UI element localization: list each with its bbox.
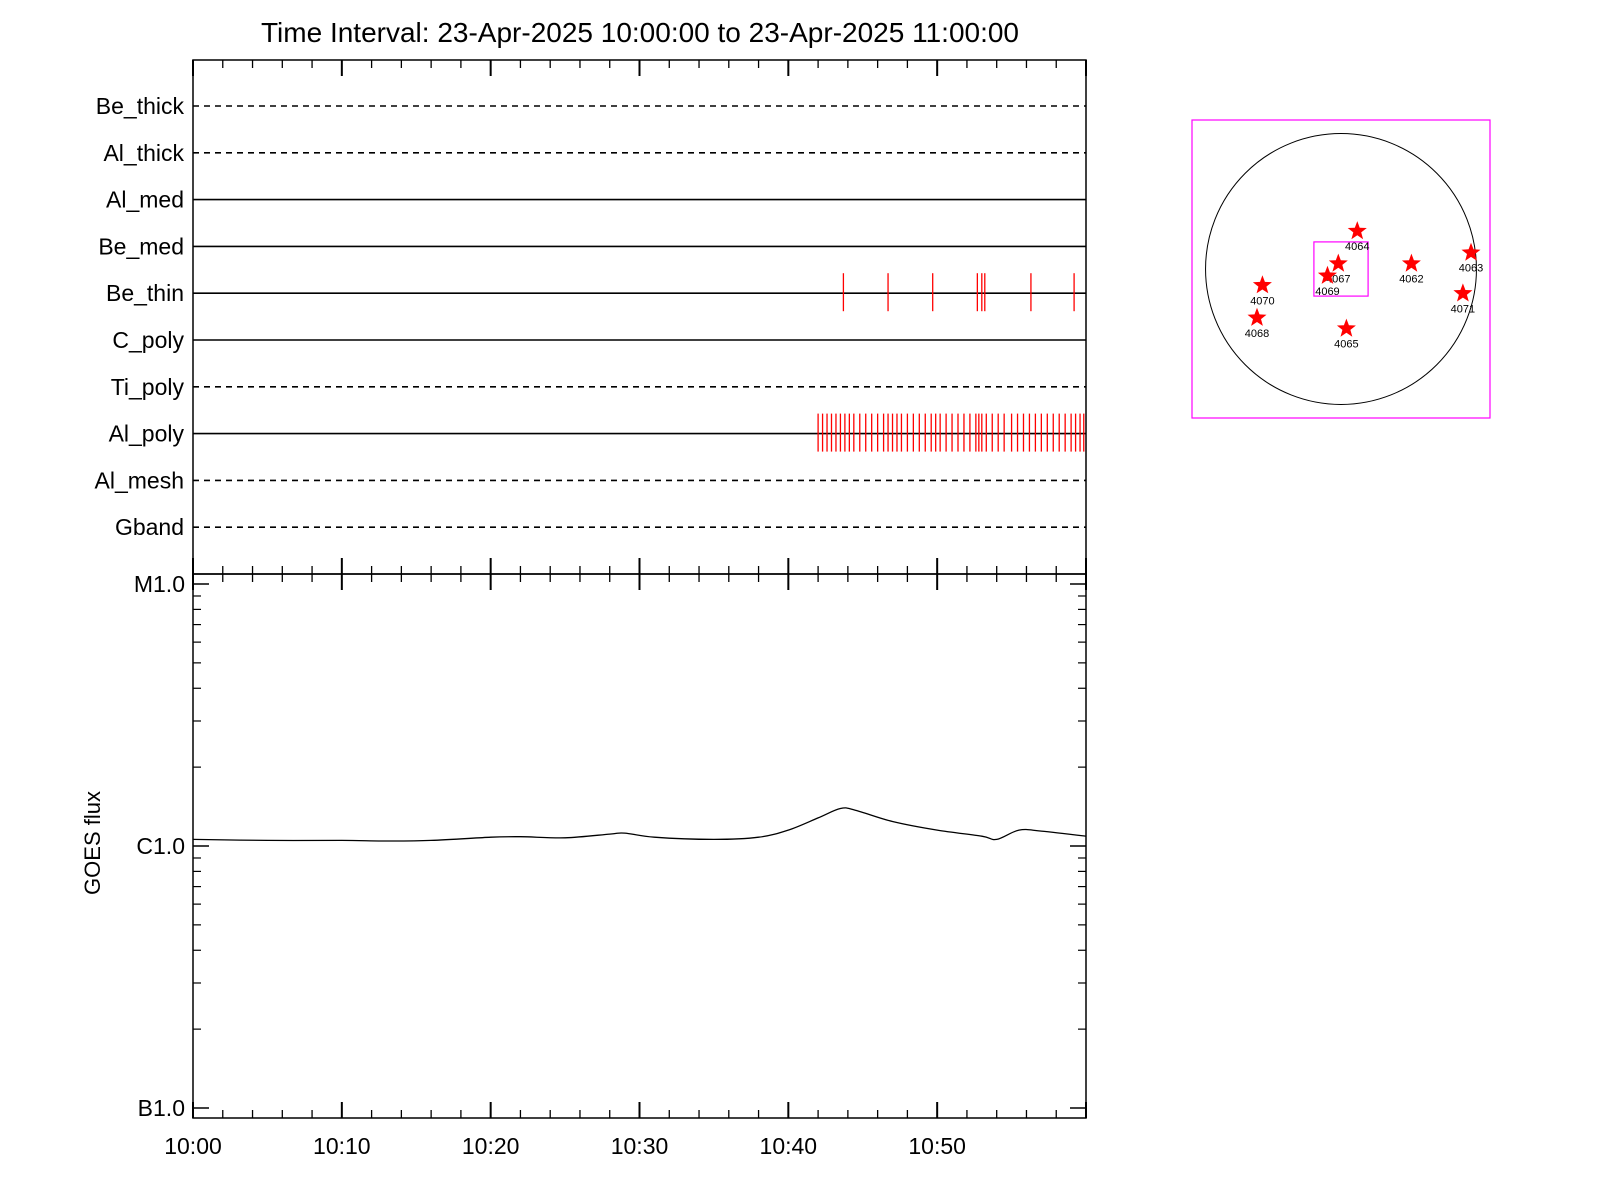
active-region-star (1247, 307, 1267, 326)
goes-panel (192, 573, 1087, 1119)
active-region-star (1453, 283, 1473, 302)
active-region-label: 4069 (1315, 286, 1339, 298)
goes-y-tick-label: M1.0 (134, 571, 185, 597)
x-tick-label: 10:40 (760, 1133, 818, 1159)
x-tick-label: 10:30 (611, 1133, 669, 1159)
x-tick-label: 10:00 (164, 1133, 222, 1159)
goes-frame (192, 573, 1087, 1119)
timeline-row-label: Al_poly (109, 421, 185, 447)
goes-y-tick-label: C1.0 (136, 833, 185, 859)
timeline-row-label: Gband (115, 514, 184, 540)
active-region-label: 4063 (1459, 263, 1483, 275)
timeline-rows: Be_thick Al_thick Al_med Be_med Be_thin C_pol… (95, 93, 1086, 540)
field-of-view-box (1313, 241, 1369, 297)
active-region-label: 4062 (1399, 274, 1423, 286)
timeline-row-label: Be_med (98, 233, 184, 259)
x-tick-label: 10:20 (462, 1133, 520, 1159)
timeline-row-label: Al_mesh (95, 467, 184, 493)
timeline-row-label: Al_thick (103, 140, 184, 166)
active-region-star (1252, 275, 1272, 294)
timeline-row-label: Be_thick (96, 93, 185, 119)
x-tick-label: 10:50 (908, 1133, 966, 1159)
active-region-star (1461, 242, 1481, 261)
map-frame (1191, 119, 1491, 419)
timeline-row-label: Be_thin (106, 280, 184, 306)
timeline-panel (192, 59, 1087, 575)
active-region-label: 4070 (1250, 295, 1274, 307)
active-region-label: 4068 (1245, 328, 1269, 340)
active-region-star (1328, 253, 1348, 272)
x-tick-labels: 10:00 10:10 10:20 10:30 10:40 10:50 (164, 1133, 966, 1159)
active-region-star (1336, 318, 1356, 337)
timeline-row-label: Al_med (106, 187, 184, 213)
active-region-label: 4071 (1451, 303, 1475, 315)
active-region-star (1317, 265, 1337, 284)
chart-title: Time Interval: 23-Apr-2025 10:00:00 to 2… (261, 17, 1019, 48)
timeline-row-label: Ti_poly (111, 374, 185, 400)
active-region-star (1347, 221, 1367, 240)
goes-flux-line (192, 807, 1087, 842)
goes-y-tick-label: B1.0 (138, 1095, 185, 1121)
goes-axis-ticks: M1.0 C1.0 B1.0 (134, 571, 1087, 1121)
active-region-label: 4065 (1334, 339, 1358, 351)
solar-limb (1205, 133, 1477, 405)
timeline-events (817, 273, 1085, 452)
goes-y-axis-label: GOES flux (80, 791, 105, 895)
timeline-frame (192, 59, 1087, 575)
active-region-star (1401, 253, 1421, 272)
x-tick-label: 10:10 (313, 1133, 371, 1159)
active-region-label: 4064 (1345, 241, 1369, 253)
timeline-row-label: C_poly (112, 327, 184, 353)
